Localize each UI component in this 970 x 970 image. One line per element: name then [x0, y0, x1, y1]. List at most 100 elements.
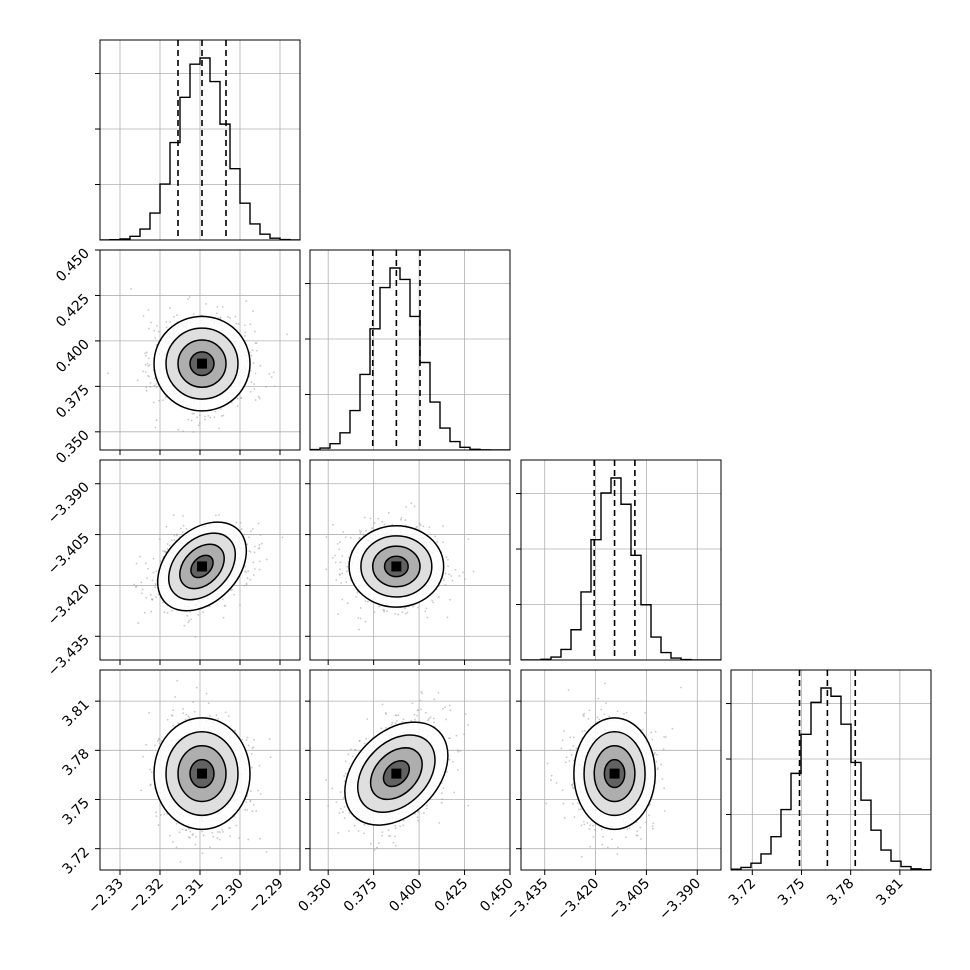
scatter-point	[427, 719, 429, 722]
scatter-point	[259, 837, 261, 840]
scatter-point	[334, 554, 336, 557]
scatter-point	[198, 422, 201, 424]
scatter-point	[418, 523, 421, 525]
scatter-point	[562, 802, 565, 805]
scatter-point	[354, 748, 357, 751]
x-tick-label: −2.33	[85, 876, 127, 918]
scatter-point	[250, 752, 253, 755]
scatter-point	[364, 600, 367, 603]
scatter-panel-4-3	[516, 669, 722, 875]
scatter-point	[245, 739, 248, 741]
scatter-point	[224, 604, 227, 607]
scatter-point	[444, 584, 447, 586]
scatter-point	[377, 842, 380, 844]
scatter-point	[281, 536, 284, 539]
scatter-point	[572, 745, 575, 747]
scatter-point	[253, 330, 256, 333]
scatter-point	[337, 831, 340, 834]
scatter-point	[237, 323, 240, 325]
scatter-point	[467, 724, 470, 726]
scatter-point	[244, 331, 247, 334]
scatter-point	[156, 324, 158, 327]
scatter-point	[222, 830, 224, 833]
scatter-point	[387, 829, 390, 832]
scatter-point	[362, 533, 365, 536]
scatter-point	[259, 793, 262, 795]
scatter-point	[216, 837, 219, 840]
scatter-point	[600, 708, 603, 711]
scatter-point	[390, 723, 393, 726]
scatter-point	[389, 834, 391, 837]
scatter-point	[545, 802, 548, 805]
scatter-point	[432, 601, 435, 604]
scatter-point	[137, 622, 140, 624]
scatter-point	[442, 787, 445, 789]
scatter-point	[641, 728, 644, 731]
scatter-point	[623, 713, 625, 715]
x-tick-label: 3.78	[824, 876, 857, 909]
scatter-point	[421, 692, 424, 695]
scatter-point	[130, 287, 132, 290]
scatter-point	[209, 846, 211, 849]
scatter-point	[416, 714, 418, 717]
scatter-point	[661, 778, 664, 780]
scatter-point	[442, 707, 444, 710]
scatter-point	[588, 709, 591, 712]
y-tick-label: 3.72	[59, 844, 92, 877]
scatter-point	[571, 786, 574, 789]
scatter-point	[381, 831, 384, 834]
scatter-point	[383, 523, 386, 526]
x-tick-label: −3.390	[656, 876, 704, 924]
scatter-point	[175, 846, 178, 849]
scatter-point	[656, 768, 659, 771]
scatter-point	[259, 364, 262, 367]
density-peak	[197, 561, 207, 572]
scatter-point	[450, 575, 453, 577]
scatter-point	[397, 613, 400, 616]
scatter-point	[155, 419, 158, 422]
scatter-point	[188, 296, 191, 299]
scatter-point	[662, 748, 665, 751]
y-tick-label: 3.78	[59, 746, 92, 779]
scatter-point	[357, 617, 360, 619]
scatter-point	[611, 838, 613, 841]
scatter-point	[414, 718, 417, 721]
scatter-point	[342, 531, 345, 533]
scatter-point	[255, 810, 258, 812]
scatter-point	[251, 747, 254, 750]
scatter-point	[425, 607, 428, 610]
scatter-point	[235, 824, 238, 827]
scatter-point	[405, 505, 407, 508]
scatter-point	[150, 610, 153, 613]
scatter-point	[429, 716, 432, 719]
scatter-point	[220, 415, 223, 417]
scatter-point	[265, 850, 268, 853]
scatter-point	[652, 827, 654, 830]
scatter-point	[146, 362, 149, 365]
scatter-point	[234, 315, 237, 318]
scatter-point	[207, 415, 210, 417]
scatter-point	[252, 310, 255, 313]
scatter-point	[150, 598, 153, 601]
scatter-point	[413, 505, 416, 508]
scatter-point	[359, 617, 362, 620]
scatter-point	[253, 545, 256, 548]
scatter-point	[177, 722, 180, 724]
scatter-point	[592, 824, 594, 827]
scatter-point	[251, 528, 254, 530]
scatter-point	[163, 611, 166, 614]
scatter-point	[229, 316, 231, 319]
scatter-point	[218, 427, 220, 430]
scatter-point	[155, 815, 158, 818]
y-tick-label: 0.375	[53, 382, 93, 422]
scatter-point	[171, 539, 173, 542]
scatter-point	[340, 581, 343, 584]
x-tick-label: −2.31	[165, 876, 207, 918]
scatter-point	[381, 703, 384, 706]
density-peak	[391, 768, 402, 779]
scatter-point	[561, 739, 564, 742]
x-tick-label: 0.425	[432, 876, 472, 916]
scatter-point	[425, 807, 428, 810]
scatter-point	[363, 832, 365, 835]
scatter-point	[652, 822, 655, 825]
